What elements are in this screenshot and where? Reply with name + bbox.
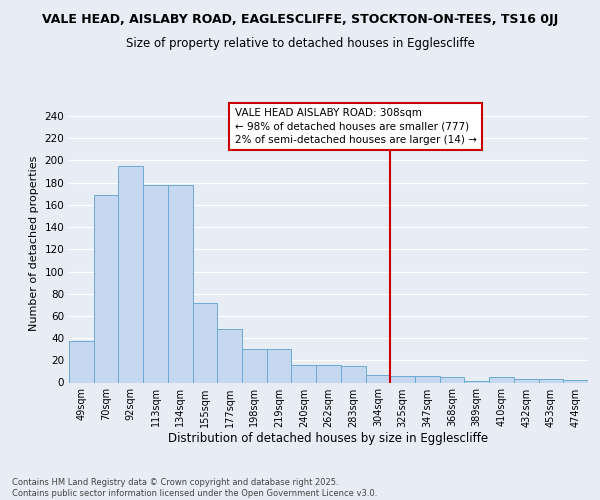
Bar — [217, 329, 242, 382]
Text: VALE HEAD AISLABY ROAD: 308sqm
← 98% of detached houses are smaller (777)
2% of : VALE HEAD AISLABY ROAD: 308sqm ← 98% of … — [235, 108, 476, 144]
Bar — [365, 374, 390, 382]
Bar — [242, 349, 267, 382]
Bar — [440, 377, 464, 382]
Text: Size of property relative to detached houses in Egglescliffe: Size of property relative to detached ho… — [125, 38, 475, 51]
Bar — [489, 377, 514, 382]
Bar — [539, 379, 563, 382]
Bar — [390, 376, 415, 382]
Text: VALE HEAD, AISLABY ROAD, EAGLESCLIFFE, STOCKTON-ON-TEES, TS16 0JJ: VALE HEAD, AISLABY ROAD, EAGLESCLIFFE, S… — [42, 12, 558, 26]
Bar — [341, 366, 365, 382]
Bar — [267, 349, 292, 382]
Bar — [69, 342, 94, 382]
Bar — [563, 380, 588, 382]
X-axis label: Distribution of detached houses by size in Egglescliffe: Distribution of detached houses by size … — [169, 432, 488, 446]
Bar — [168, 185, 193, 382]
Y-axis label: Number of detached properties: Number of detached properties — [29, 156, 39, 332]
Bar — [193, 302, 217, 382]
Bar — [415, 376, 440, 382]
Bar — [118, 166, 143, 382]
Bar — [143, 185, 168, 382]
Text: Contains HM Land Registry data © Crown copyright and database right 2025.
Contai: Contains HM Land Registry data © Crown c… — [12, 478, 377, 498]
Bar — [292, 364, 316, 382]
Bar — [514, 379, 539, 382]
Bar — [316, 364, 341, 382]
Bar — [94, 195, 118, 382]
